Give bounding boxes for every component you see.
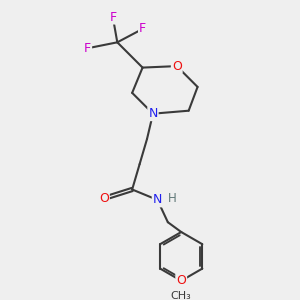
Text: O: O bbox=[176, 274, 186, 287]
Text: O: O bbox=[99, 192, 109, 205]
Text: H: H bbox=[168, 192, 177, 205]
Text: F: F bbox=[139, 22, 146, 35]
Text: CH₃: CH₃ bbox=[171, 291, 192, 300]
Text: N: N bbox=[153, 194, 162, 206]
Text: O: O bbox=[172, 60, 182, 73]
Text: N: N bbox=[148, 107, 158, 120]
Text: F: F bbox=[109, 11, 116, 23]
Text: F: F bbox=[84, 42, 91, 55]
